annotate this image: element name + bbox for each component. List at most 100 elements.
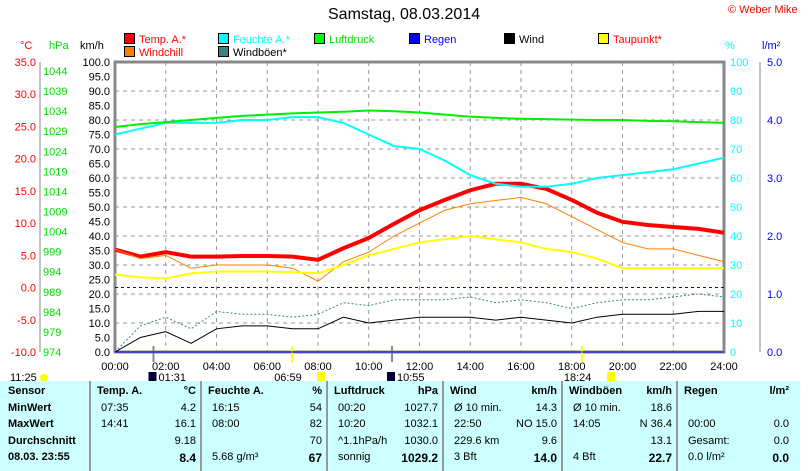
humidity-tick-label: 30 [730,260,742,272]
cell-value: 54 [309,401,322,414]
temp-tick-label: 30.0 [15,89,36,101]
cell-label: Gesamt: [688,434,730,447]
cell-value: 16.1 [174,418,196,430]
rain-tick-label: 0.0 [767,347,782,359]
series-taupunkt--line [114,234,724,280]
moon-phase-icon [40,374,48,381]
cell-label: Ø 10 min. [454,401,502,414]
x-tick-label: 20:00 [609,361,637,373]
legend-swatch [124,33,135,44]
table-column: Windböen km/h Ø 10 min. 18.6 14:05 N 36.4 13.1… [561,381,678,471]
humidity-tick-label: 70 [730,144,742,156]
pressure-tick-label: 989 [43,287,61,299]
x-tick-label: 02:00 [152,361,180,373]
cell-value: 1027.7 [404,401,438,414]
sunset-icon [606,372,615,381]
legend-label: Feuchte A.* [233,34,290,46]
cell-value: 14.3 [535,401,557,414]
row-label: MinWert [8,401,52,414]
cell-value: 13.1 [650,434,672,447]
legend-label: Luftdruck [329,34,375,46]
legend-label: Wind [519,34,545,46]
stats-table: Sensor MinWert MaxWert Durchschnitt 08.03. 2… [0,381,800,471]
wind-tick-label: 35.0 [89,246,110,258]
table-column: Temp. A. °C 07:35 4.2 14:41 16.1 9.18 8.4 [89,381,202,471]
cell-label: ^1.1hPa/h [338,434,388,447]
cell-value: 4.2 [180,401,196,414]
x-tick-label: 24:00 [710,361,738,373]
cell-label: 14:05 [573,418,601,430]
legend-item: Feuchte A.* [218,33,290,46]
temp-tick-label: 15.0 [15,186,36,198]
series-windchill-line [114,196,725,282]
cell-value: 18.6 [650,401,672,414]
cell-value: 1029.2 [401,451,438,465]
moonset-time: 01:31 [158,372,186,381]
legend-item: Windchill [124,46,183,59]
wind-tick-label: 95.0 [89,72,110,84]
cell-value: 70 [309,434,322,447]
chart-title: Samstag, 08.03.2014 [328,6,481,23]
temp-tick-label: 35.0 [15,57,36,69]
chart-svg: 35.0 30.0 25.0 20.0 15.0 10.0 5.0 0.0 -5.0 -10.0 1… [10,57,782,381]
column-head: Feuchte A. [208,385,264,397]
pressure-tick-label: 974 [43,347,61,359]
sunrise-icon [317,372,326,381]
pressure-tick-label: 999 [43,247,61,259]
cell-label: 00:00 [688,418,716,430]
table-column: Regen l/m² 00:00 0.0 Gesamt: 0.0 0.0 l/m² 0.0 [676,381,795,471]
cell-label: 22:50 [454,418,482,430]
wind-tick-label: 40.0 [89,231,110,243]
cell-value: 1032.1 [404,418,438,430]
cell-label: 3 Bft [454,451,477,463]
temp-tick-label: 20.0 [15,154,36,166]
copyright: © Weber Mike [728,4,798,16]
humidity-tick-label: 10 [730,318,742,330]
moonset-icon [148,372,157,381]
cell-value: 0.0 [772,451,789,465]
temp-unit: °C [20,40,33,52]
pressure-tick-label: 1014 [43,186,67,198]
legend-item: Windböen* [218,46,287,59]
temp-tick-label: 10.0 [15,218,36,230]
x-tick-label: 22:00 [659,361,687,373]
humidity-tick-label: 90 [730,86,742,98]
cell-label: 229.6 km [454,434,500,447]
column-head: Temp. A. [97,385,143,397]
legend-label: Temp. A.* [139,34,187,46]
series-wind-line [114,310,724,353]
cell-value: 82 [309,418,322,430]
rain-tick-label: 2.0 [767,231,782,243]
humidity-tick-label: 80 [730,115,742,127]
pressure-tick-label: 1039 [43,86,67,98]
pressure-tick-label: 1044 [43,66,67,78]
wind-unit: km/h [80,40,104,52]
cell-value: 1030.0 [404,434,438,447]
humidity-tick-label: 40 [730,231,742,243]
series-temp-a--line [114,181,725,262]
x-tick-label: 14:00 [456,361,484,373]
column-head: Regen [684,385,718,397]
pressure-tick-label: 979 [43,327,61,339]
wind-tick-label: 10.0 [89,318,110,330]
wind-tick-label: 65.0 [89,159,110,171]
legend-swatch [314,33,325,44]
wind-tick-label: 15.0 [89,304,110,316]
moonrise-icon [387,372,396,381]
legend-item: Wind [504,33,544,46]
wind-tick-label: 60.0 [89,173,110,185]
cell-value: 22.7 [648,451,672,465]
temp-tick-label: 5.0 [21,250,36,262]
wind-tick-label: 85.0 [89,101,110,113]
cell-value: N 36.4 [639,418,672,430]
humidity-tick-label: 100 [730,57,748,69]
x-tick-label: 16:00 [507,361,535,373]
pressure-tick-label: 994 [43,267,61,279]
wind-tick-label: 30.0 [89,260,110,272]
rain-tick-label: 3.0 [767,173,782,185]
cell-label: 00:20 [338,401,366,414]
x-tick-label: 12:00 [406,361,434,373]
humidity-tick-label: 50 [730,202,742,214]
cell-label: 14:41 [101,418,129,430]
pressure-tick-label: 1009 [43,206,67,218]
